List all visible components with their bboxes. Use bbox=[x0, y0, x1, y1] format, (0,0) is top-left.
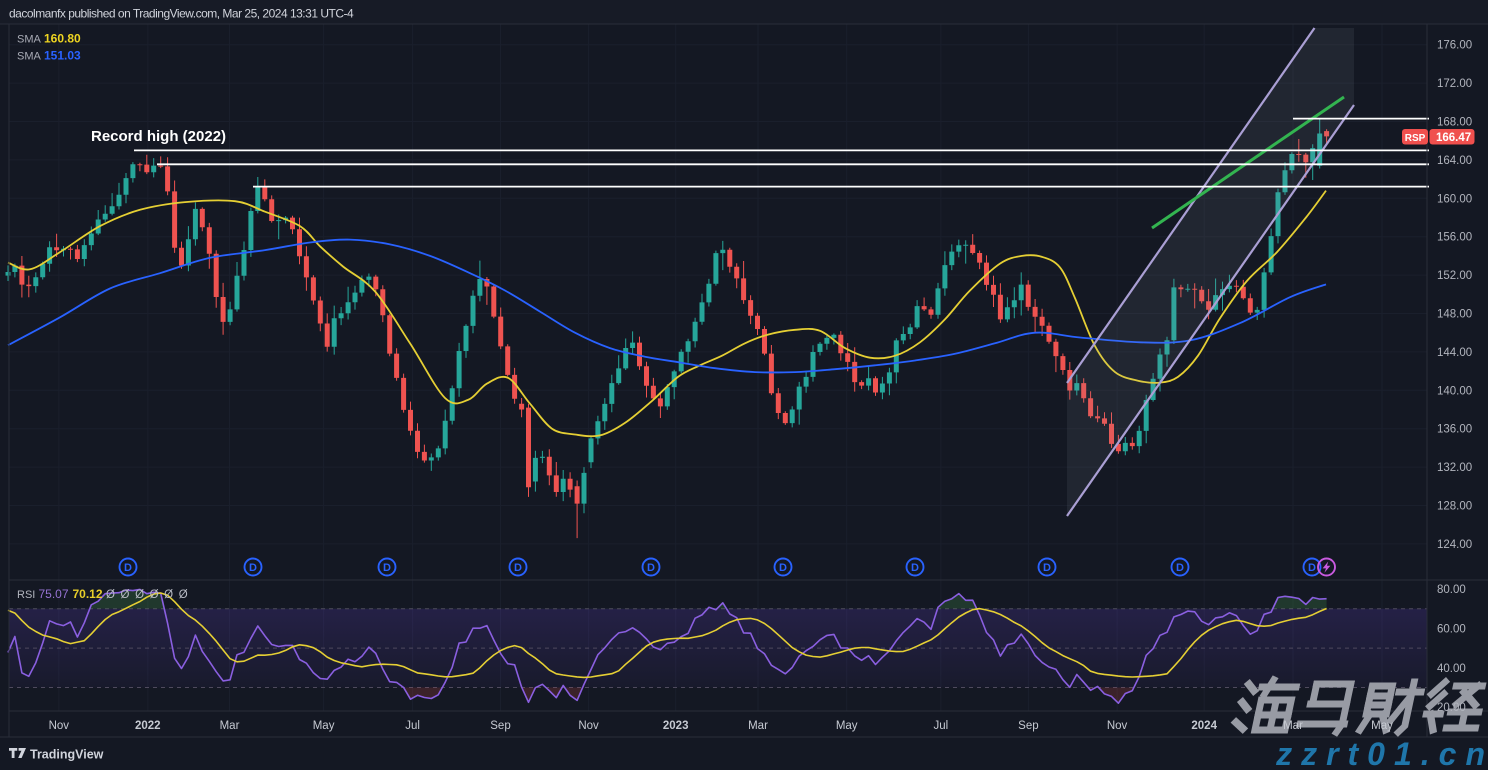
svg-text:70.12: 70.12 bbox=[73, 587, 103, 601]
svg-text:Nov: Nov bbox=[49, 720, 70, 732]
svg-text:164.00: 164.00 bbox=[1437, 155, 1472, 167]
svg-text:SMA: SMA bbox=[17, 51, 42, 63]
svg-text:Mar: Mar bbox=[1283, 720, 1303, 732]
svg-text:RSI: RSI bbox=[17, 589, 35, 601]
svg-text:166.47: 166.47 bbox=[1436, 132, 1471, 144]
svg-text:2023: 2023 bbox=[663, 720, 689, 732]
svg-text:151.03: 151.03 bbox=[44, 49, 81, 63]
svg-text:124.00: 124.00 bbox=[1437, 539, 1472, 551]
svg-text:D: D bbox=[383, 562, 391, 574]
svg-text:D: D bbox=[1176, 562, 1184, 574]
svg-text:144.00: 144.00 bbox=[1437, 347, 1472, 359]
svg-text:Nov: Nov bbox=[578, 720, 599, 732]
svg-text:168.00: 168.00 bbox=[1437, 117, 1472, 129]
svg-text:May: May bbox=[836, 720, 858, 732]
svg-text:May: May bbox=[1371, 720, 1393, 732]
svg-text:176.00: 176.00 bbox=[1437, 40, 1472, 52]
svg-text:zzrt01.cn: zzrt01.cn bbox=[1275, 736, 1488, 770]
svg-text:Jul: Jul bbox=[405, 720, 420, 732]
svg-text:Mar: Mar bbox=[220, 720, 240, 732]
svg-text:128.00: 128.00 bbox=[1437, 501, 1472, 513]
svg-text:D: D bbox=[249, 562, 257, 574]
svg-text:172.00: 172.00 bbox=[1437, 78, 1472, 90]
svg-text:TradingView: TradingView bbox=[30, 748, 104, 762]
svg-text:152.00: 152.00 bbox=[1437, 270, 1472, 282]
svg-text:Sep: Sep bbox=[490, 720, 510, 732]
svg-text:75.07: 75.07 bbox=[39, 587, 69, 601]
svg-text:Nov: Nov bbox=[1107, 720, 1128, 732]
svg-text:140.00: 140.00 bbox=[1437, 385, 1472, 397]
svg-text:156.00: 156.00 bbox=[1437, 232, 1472, 244]
svg-text:Sep: Sep bbox=[1018, 720, 1038, 732]
svg-text:160.80: 160.80 bbox=[44, 32, 81, 46]
svg-text:20.00: 20.00 bbox=[1437, 702, 1466, 714]
svg-text:D: D bbox=[647, 562, 655, 574]
svg-text:RSP: RSP bbox=[1405, 133, 1426, 144]
svg-text:40.00: 40.00 bbox=[1437, 663, 1466, 675]
svg-text:D: D bbox=[1043, 562, 1051, 574]
svg-text:Ø Ø Ø Ø Ø Ø: Ø Ø Ø Ø Ø Ø bbox=[106, 589, 189, 601]
svg-text:Record high (2022): Record high (2022) bbox=[91, 128, 226, 145]
svg-text:2024: 2024 bbox=[1191, 720, 1217, 732]
svg-text:80.00: 80.00 bbox=[1437, 584, 1466, 596]
svg-text:D: D bbox=[1308, 562, 1316, 574]
svg-text:160.00: 160.00 bbox=[1437, 193, 1472, 205]
svg-text:Mar: Mar bbox=[748, 720, 768, 732]
svg-text:132.00: 132.00 bbox=[1437, 462, 1472, 474]
svg-text:dacolmanfx published on Tradin: dacolmanfx published on TradingView.com,… bbox=[9, 7, 354, 21]
svg-text:SMA: SMA bbox=[17, 34, 42, 46]
svg-text:2022: 2022 bbox=[135, 720, 161, 732]
svg-text:D: D bbox=[514, 562, 522, 574]
svg-text:136.00: 136.00 bbox=[1437, 424, 1472, 436]
svg-text:60.00: 60.00 bbox=[1437, 623, 1466, 635]
svg-text:D: D bbox=[911, 562, 919, 574]
svg-text:148.00: 148.00 bbox=[1437, 309, 1472, 321]
svg-text:May: May bbox=[313, 720, 335, 732]
svg-text:D: D bbox=[779, 562, 787, 574]
svg-text:Jul: Jul bbox=[933, 720, 948, 732]
svg-text:D: D bbox=[124, 562, 132, 574]
